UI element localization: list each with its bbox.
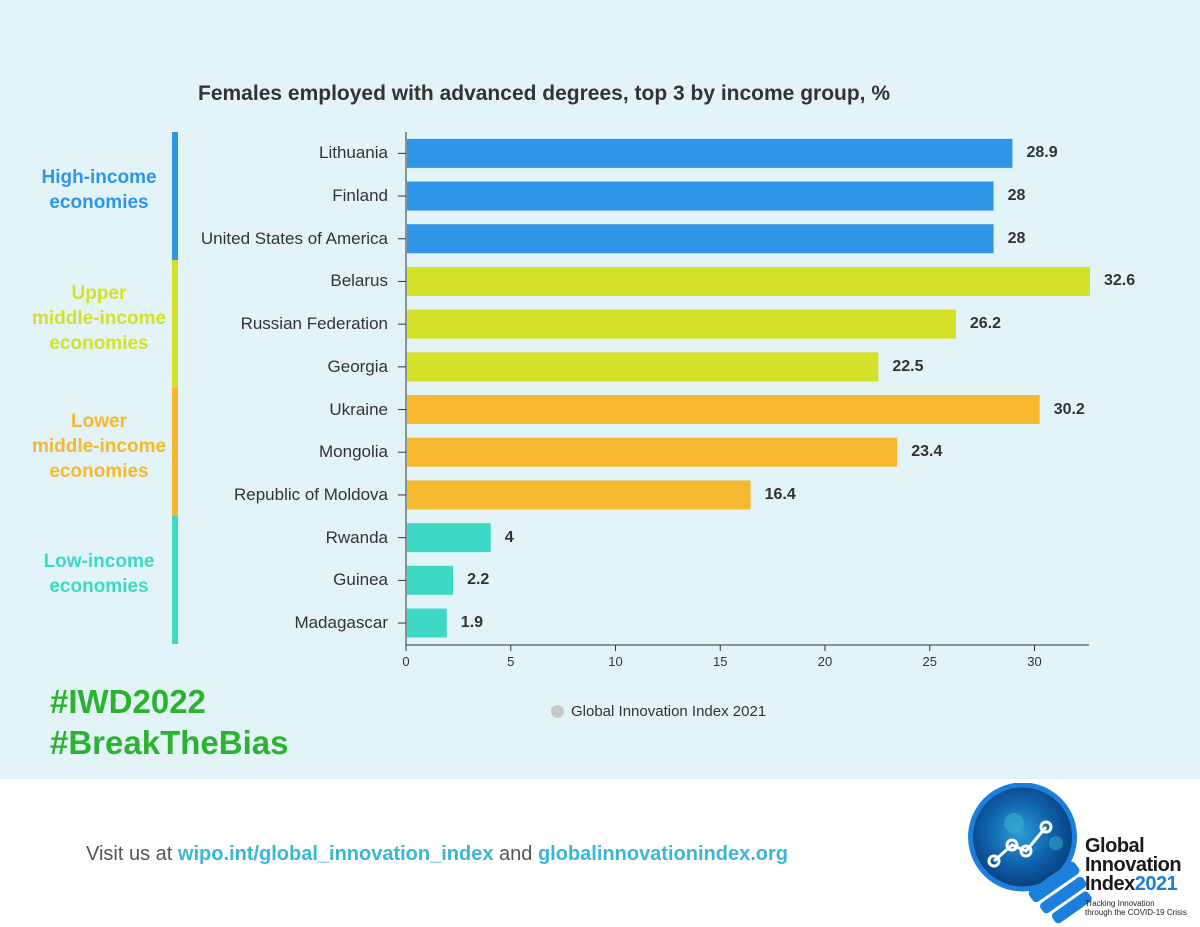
logo-subtitle: Tracking Innovation through the COVID-19…	[1085, 899, 1187, 917]
logo-line-3: Index2021	[1085, 873, 1187, 895]
bar	[407, 608, 447, 638]
footer-visit-text: Visit us at wipo.int/global_innovation_i…	[86, 843, 788, 866]
category-label: Finland	[332, 186, 388, 206]
group-label: Low-income economies	[23, 549, 175, 599]
x-tick-label: 25	[922, 654, 937, 669]
bar	[407, 437, 898, 467]
group-label-line: economies	[49, 576, 149, 598]
bar	[407, 138, 1013, 168]
category-label: Belarus	[330, 271, 388, 291]
group-label: High-income economies	[23, 165, 175, 215]
bar	[407, 352, 879, 382]
group-label-line: economies	[49, 332, 149, 354]
data-label: 2.2	[467, 571, 490, 589]
chart-legend: Global Innovation Index 2021	[551, 703, 766, 720]
x-tick-label: 30	[1027, 654, 1042, 669]
group-label-line: middle-income	[31, 435, 167, 457]
logo-subtitle-2: through the COVID-19 Crisis	[1085, 908, 1187, 917]
group-label-line: economies	[49, 192, 149, 214]
group-label-line: High-income	[41, 167, 157, 189]
bar	[407, 181, 994, 211]
data-label: 22.5	[892, 357, 924, 375]
data-label: 16.4	[764, 485, 796, 503]
footer-prefix: Visit us at	[86, 843, 178, 865]
data-label: 4	[504, 528, 514, 546]
category-label: Guinea	[333, 570, 388, 590]
legend-label: Global Innovation Index 2021	[571, 703, 767, 720]
category-label: Georgia	[327, 356, 388, 376]
logo-wordmark: Global Innovation Index2021 Tracking Inn…	[1085, 835, 1187, 917]
chart-title: Females employed with advanced degrees, …	[198, 82, 891, 105]
bar	[407, 224, 994, 254]
bar	[407, 565, 454, 595]
group-bracket	[172, 516, 178, 645]
category-label: Madagascar	[294, 613, 388, 633]
group-label: Lower middle-income economies	[23, 409, 175, 484]
group-bracket	[172, 388, 178, 517]
bar-chart	[398, 132, 1090, 651]
group-label-line: Lower	[71, 410, 127, 432]
x-tick-label: 20	[817, 654, 833, 669]
data-label: 26.2	[969, 315, 1002, 333]
hashtag-iwd: #IWD2022	[50, 683, 206, 720]
bar	[407, 266, 1090, 296]
group-bracket	[172, 132, 178, 261]
logo-index-word: Index	[1085, 873, 1135, 895]
group-label-line: middle-income	[31, 307, 167, 329]
bar	[407, 395, 1040, 425]
x-tick-label: 15	[713, 654, 728, 669]
logo-line-2: Innovation	[1085, 854, 1182, 876]
bar	[407, 523, 491, 553]
data-label: 30.2	[1053, 400, 1085, 418]
logo-subtitle-1: Tracking Innovation	[1085, 899, 1155, 908]
footer-and: and	[493, 843, 538, 865]
group-label-line: economies	[49, 460, 149, 482]
logo-line-1: Global	[1085, 835, 1145, 857]
category-label: Republic of Moldova	[233, 484, 388, 504]
wipo-link[interactable]: wipo.int/global_innovation_index	[177, 843, 494, 865]
data-label: 28.9	[1026, 144, 1058, 162]
x-tick-label: 5	[507, 654, 515, 669]
group-label: Upper middle-income economies	[23, 281, 175, 356]
category-label: Rwanda	[325, 527, 388, 547]
group-label-line: Low-income	[43, 551, 155, 573]
hashtag-breakthebias: #BreakTheBias	[50, 724, 289, 761]
lightbulb-logo-icon	[968, 783, 1092, 924]
bar	[407, 480, 751, 510]
group-bracket	[172, 260, 178, 389]
data-label: 1.9	[460, 614, 484, 632]
gii-link[interactable]: globalinnovationindex.org	[537, 843, 788, 865]
legend-marker	[551, 705, 564, 718]
category-label: Mongolia	[319, 442, 388, 462]
category-label: Ukraine	[329, 399, 388, 419]
data-label: 32.6	[1103, 272, 1136, 290]
x-tick-label: 0	[402, 654, 410, 669]
category-label: Lithuania	[318, 143, 388, 163]
x-tick-label: 10	[608, 654, 623, 669]
data-label: 28	[1007, 187, 1026, 205]
category-label: United States of America	[200, 228, 388, 248]
group-label-line: Upper	[71, 282, 127, 304]
data-label: 23.4	[911, 443, 943, 461]
logo-year: 2021	[1134, 873, 1178, 895]
category-label: Russian Federation	[240, 314, 388, 334]
chart-panel: Females employed with advanced degrees, …	[0, 0, 1200, 779]
data-label: 28	[1007, 229, 1026, 247]
bar	[407, 309, 956, 339]
